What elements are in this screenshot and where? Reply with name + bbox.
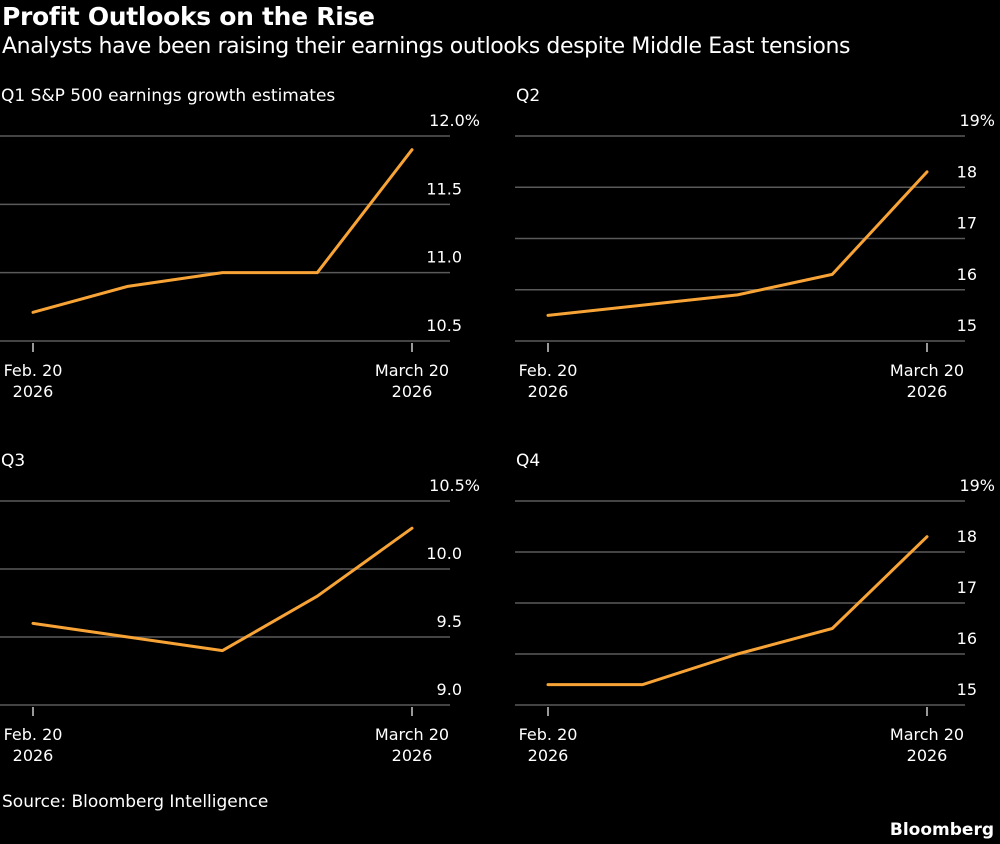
y-tick-label: 11.0 (426, 248, 462, 267)
x-tick-label: 2026 (392, 746, 433, 765)
y-tick-label: 10.5% (429, 476, 480, 495)
y-tick-label: 12.0% (429, 111, 480, 130)
y-tick-label: 18 (957, 162, 977, 181)
y-tick-label: 10.5 (426, 316, 462, 335)
x-tick-label: Feb. 20 (4, 361, 63, 380)
series-line (31, 148, 414, 314)
panel-title: Q3 (1, 451, 25, 471)
y-tick-label: 15 (957, 680, 977, 699)
chart-subtitle: Analysts have been raising their earning… (2, 34, 851, 59)
series-line (31, 526, 414, 653)
x-tick-label: 2026 (13, 382, 54, 401)
y-tick-label: 11.5 (426, 179, 462, 198)
panel-title: Q2 (516, 86, 540, 106)
panel-title: Q4 (516, 451, 540, 471)
y-tick-label: 16 (957, 265, 977, 284)
y-tick-label: 9.0 (437, 680, 462, 699)
y-tick-label: 9.5 (437, 612, 462, 631)
x-tick-label: 2026 (907, 382, 948, 401)
y-tick-label: 17 (957, 214, 977, 233)
x-tick-label: 2026 (13, 746, 54, 765)
chart-title: Profit Outlooks on the Rise (2, 2, 375, 31)
y-tick-label: 10.0 (426, 544, 462, 563)
y-tick-label: 19% (959, 476, 995, 495)
panel-title: Q1 S&P 500 earnings growth estimates (1, 86, 335, 106)
y-tick-label: 16 (957, 629, 977, 648)
y-tick-label: 17 (957, 578, 977, 597)
x-tick-label: Feb. 20 (519, 361, 578, 380)
series-line (546, 535, 929, 687)
x-tick-label: 2026 (528, 382, 569, 401)
x-tick-label: 2026 (907, 746, 948, 765)
x-tick-label: 2026 (392, 382, 433, 401)
x-tick-label: March 20 (890, 725, 964, 744)
x-tick-label: March 20 (375, 361, 449, 380)
y-tick-label: 15 (957, 316, 977, 335)
y-tick-label: 19% (959, 111, 995, 130)
bloomberg-logo: Bloomberg (889, 820, 994, 840)
source-note: Source: Bloomberg Intelligence (2, 792, 269, 812)
y-tick-label: 18 (957, 527, 977, 546)
x-tick-label: Feb. 20 (4, 725, 63, 744)
x-tick-label: 2026 (528, 746, 569, 765)
x-tick-label: Feb. 20 (519, 725, 578, 744)
x-tick-label: March 20 (375, 725, 449, 744)
x-tick-label: March 20 (890, 361, 964, 380)
series-line (546, 170, 929, 317)
